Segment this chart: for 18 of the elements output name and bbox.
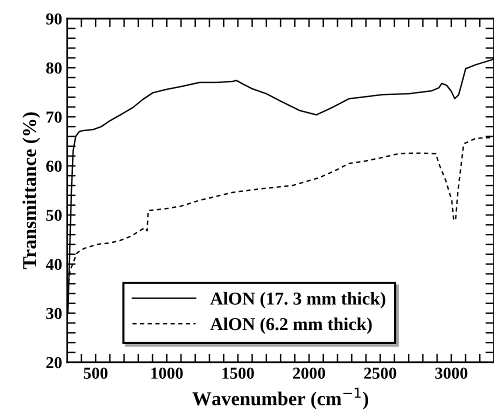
x-tick-label: 500 xyxy=(84,368,108,379)
y-tick-label: 50 xyxy=(46,210,62,221)
x-axis-title: Wavenumber (cm$^{−1}$) xyxy=(192,388,368,410)
x-tick-label: 2500 xyxy=(364,368,396,379)
y-tick-label: 40 xyxy=(46,258,62,270)
x-tick-label: 2000 xyxy=(293,368,326,379)
y-tick-label: 30 xyxy=(46,308,62,320)
y-tick-label: 60 xyxy=(46,160,62,172)
x-tick-label: 1500 xyxy=(222,368,254,379)
y-axis-title: Transmittance (%) xyxy=(22,112,40,270)
y-tick-label: 70 xyxy=(46,112,62,123)
y-tick-label: 90 xyxy=(46,13,62,25)
legend-label: AlON (6.2 mm thick) xyxy=(210,318,372,334)
x-tick-label: 1000 xyxy=(151,368,183,379)
legend-label: AlON (17. 3 mm thick) xyxy=(210,292,386,308)
y-tick-label: 80 xyxy=(46,62,62,74)
x-tick-label: 3000 xyxy=(435,368,468,379)
y-tick-label: 20 xyxy=(46,356,62,368)
